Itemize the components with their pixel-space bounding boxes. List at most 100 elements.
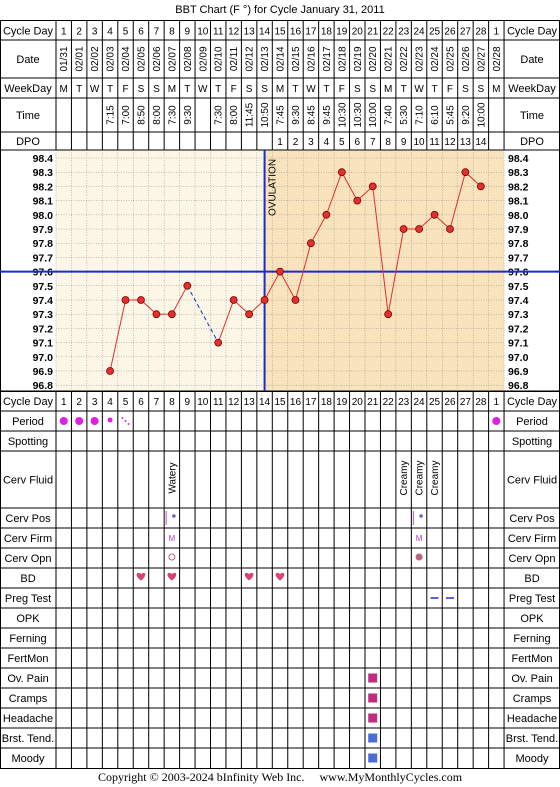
- y-tick-right: 97.9: [508, 224, 529, 236]
- weekday-cell: T: [107, 84, 113, 95]
- y-tick-left: 97.3: [33, 309, 54, 321]
- cycle-day-top: 3: [92, 27, 98, 38]
- cycle-day-bottom: 4: [107, 397, 113, 408]
- label-weekday-right: WeekDay: [508, 83, 556, 95]
- cycle-day-top: 5: [123, 27, 129, 38]
- temp-point: [446, 225, 454, 233]
- dpo-cell: 7: [370, 137, 376, 148]
- weekday-cell: S: [354, 84, 361, 95]
- y-tick-left: 96.8: [33, 380, 54, 392]
- date-cell: 02/04: [121, 46, 132, 71]
- label-cerv_pos-left: Cerv Pos: [5, 513, 51, 525]
- temp-line-segment: [449, 172, 466, 230]
- time-cell: 8:45: [306, 105, 317, 125]
- weekday-cell: M: [276, 84, 284, 95]
- y-tick-left: 98.4: [33, 153, 54, 165]
- cerv-fluid-cell: Creamy: [415, 460, 426, 495]
- temp-line-segment: [217, 299, 235, 343]
- period-spot-dot: [124, 420, 127, 422]
- cycle-day-top: 2: [76, 27, 82, 38]
- ovulation-label: OVULATION: [268, 159, 279, 216]
- date-cell: 02/19: [353, 46, 364, 71]
- weekday-cell: F: [122, 84, 128, 95]
- temp-line-segment: [264, 271, 281, 301]
- y-tick-left: 97.0: [33, 352, 54, 364]
- temp-point: [152, 310, 161, 319]
- date-cell: 02/10: [214, 46, 225, 71]
- period-spot-dot: [127, 423, 130, 425]
- time-cell: 8:00: [229, 105, 240, 125]
- y-tick-right: 97.0: [508, 352, 529, 364]
- y-tick-right: 97.1: [508, 338, 529, 350]
- label-cerv_pos-right: Cerv Pos: [509, 513, 555, 525]
- date-cell: 02/15: [291, 46, 302, 71]
- dpo-cell: 12: [444, 137, 456, 148]
- weekday-cell: T: [431, 84, 437, 95]
- cycle-day-top: 21: [367, 27, 379, 38]
- date-cell: 02/09: [198, 46, 209, 71]
- date-cell: 02/02: [90, 46, 101, 71]
- brst-tend-marker: [368, 733, 378, 743]
- cycle-day-top: 26: [444, 27, 456, 38]
- weekday-cell: T: [215, 84, 221, 95]
- cycle-day-bottom: 17: [305, 397, 317, 408]
- cycle-day-top: 23: [398, 27, 410, 38]
- date-cell: 02/03: [106, 46, 117, 71]
- weekday-cell: W: [90, 84, 100, 95]
- temp-point: [430, 210, 439, 219]
- date-cell: 02/28: [492, 46, 503, 71]
- cycle-day-top: 24: [414, 27, 426, 38]
- date-cell: 02/06: [152, 46, 163, 71]
- pre-ovulation-region: [56, 150, 265, 391]
- cycle-day-top: 16: [290, 27, 302, 38]
- cycle-day-top: 15: [274, 27, 286, 38]
- y-tick-left: 98.1: [33, 196, 54, 208]
- label-fertmon-right: FertMon: [512, 653, 553, 665]
- cycle-day-top: 4: [107, 27, 113, 38]
- time-cell: 7:45: [276, 105, 287, 125]
- ov-pain-marker: [368, 673, 378, 683]
- chart-title: BBT Chart (F °) for Cycle January 31, 20…: [175, 4, 384, 16]
- label-ov_pain-left: Ov. Pain: [7, 673, 48, 685]
- cerv-pos-dot: [172, 514, 176, 518]
- temp-point: [368, 182, 377, 191]
- cycle-day-bottom: 28: [475, 397, 487, 408]
- cycle-day-bottom: 14: [259, 397, 271, 408]
- label-bd-left: BD: [20, 573, 35, 585]
- cycle-day-top: 18: [321, 27, 333, 38]
- cycle-day-bottom: 2: [76, 397, 82, 408]
- date-cell: 02/18: [337, 46, 348, 71]
- cerv-fluid-cell: Creamy: [399, 460, 410, 495]
- date-cell: 02/25: [445, 46, 456, 71]
- y-tick-right: 98.3: [508, 167, 529, 179]
- post-ovulation-region: [264, 150, 504, 391]
- label-opk-left: OPK: [16, 613, 40, 625]
- label-headache-left: Headache: [3, 713, 53, 725]
- cycle-day-bottom: 16: [290, 397, 302, 408]
- cycle-day-bottom: 20: [352, 397, 364, 408]
- cycle-day-bottom: 23: [398, 397, 410, 408]
- temp-point: [307, 239, 315, 248]
- temp-line-segment: [109, 299, 127, 372]
- temp-point: [276, 267, 284, 276]
- label-brst_tend-right: Brst. Tend.: [506, 733, 558, 745]
- label-cerv_fluid-left: Cerv Fluid: [3, 475, 53, 487]
- cycle-day-bottom: 15: [274, 397, 286, 408]
- date-cell: 02/24: [430, 46, 441, 71]
- time-cell: 11:45: [245, 102, 256, 127]
- y-tick-right: 98.4: [508, 153, 529, 165]
- y-tick-left: 97.1: [33, 338, 54, 350]
- footer-copyright: Copyright © 2003-2024 bInfinity Web Inc.…: [98, 770, 463, 784]
- period-heavy-dot: [90, 417, 99, 425]
- label-moody-right: Moody: [515, 753, 549, 765]
- label-fertmon-left: FertMon: [8, 653, 49, 665]
- temp-point: [214, 338, 223, 347]
- label-cycle_day-right: Cycle Day: [507, 26, 558, 38]
- temp-point: [322, 210, 331, 219]
- period-spot-dot: [121, 417, 124, 419]
- temp-line-segment: [325, 172, 343, 215]
- weekday-cell: S: [138, 84, 145, 95]
- dpo-cell: 2: [293, 137, 299, 148]
- temp-point: [260, 296, 269, 304]
- temp-line-segment: [310, 214, 327, 244]
